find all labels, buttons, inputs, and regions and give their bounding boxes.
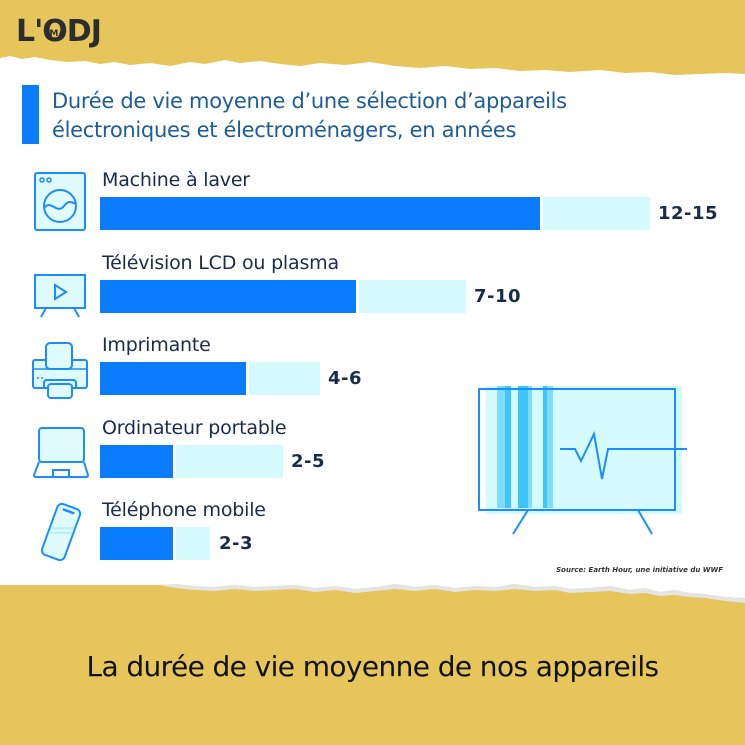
chart-title-line-1: Durée de vie moyenne d’une sélection d’a… — [52, 89, 567, 113]
decorative-tv-illustration — [478, 386, 687, 535]
source-note: Source: Earth Hour, une initiative du WW… — [556, 566, 723, 574]
bar-range-phone — [176, 527, 210, 560]
row-label-phone: Téléphone mobile — [102, 499, 266, 521]
chart-title: Durée de vie moyenne d’une sélection d’a… — [52, 87, 672, 145]
title-accent-bar — [22, 85, 39, 144]
lodj-logo: L'ODJ .MA — [16, 10, 116, 50]
bar-min-washing-machine — [100, 197, 540, 230]
value-television: 7-10 — [474, 286, 522, 307]
logo-text: L'ODJ — [16, 14, 102, 49]
bar-range-laptop — [176, 445, 283, 478]
laptop-icon — [32, 427, 90, 478]
row-label-laptop: Ordinateur portable — [102, 417, 287, 439]
value-laptop: 2-5 — [291, 451, 326, 472]
bar-range-washing-machine — [543, 197, 650, 230]
row-label-printer: Imprimante — [102, 334, 211, 356]
washing-machine-icon — [34, 172, 86, 231]
bar-min-laptop — [100, 445, 173, 478]
logo-subtext: .MA — [46, 29, 66, 39]
row-label-television: Télévision LCD ou plasma — [102, 252, 339, 274]
bar-range-television — [359, 280, 466, 313]
bar-min-phone — [100, 527, 173, 560]
headline: La durée de vie moyenne de nos appareils — [86, 650, 659, 683]
value-phone: 2-3 — [219, 533, 254, 554]
value-washing-machine: 12-15 — [658, 203, 719, 224]
value-printer: 4-6 — [328, 368, 363, 389]
bar-min-television — [100, 280, 356, 313]
printer-icon — [32, 342, 88, 399]
television-icon — [34, 274, 86, 318]
row-label-washing-machine: Machine à laver — [102, 169, 250, 191]
bar-min-printer — [100, 362, 246, 395]
smartphone-icon — [40, 502, 82, 562]
bar-range-printer — [249, 362, 320, 395]
chart-title-line-2: électroniques et électroménagers, en ann… — [52, 118, 517, 142]
